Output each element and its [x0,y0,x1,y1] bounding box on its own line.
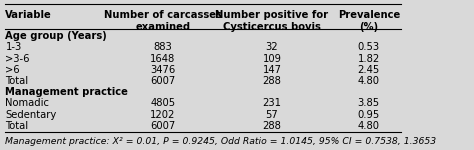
Text: 0.53: 0.53 [358,42,380,52]
Text: Total: Total [5,121,28,131]
Text: 883: 883 [154,42,172,52]
Text: Age group (Years): Age group (Years) [5,31,107,41]
Text: 6007: 6007 [150,76,175,86]
Text: Number positive for
Cysticercus bovis: Number positive for Cysticercus bovis [215,10,328,32]
Text: Management practice: Management practice [5,87,128,97]
Text: Management practice: X² = 0.01, P = 0.9245, Odd Ratio = 1.0145, 95% CI = 0.7538,: Management practice: X² = 0.01, P = 0.92… [5,137,437,146]
Text: 32: 32 [265,42,278,52]
Text: 109: 109 [263,54,282,64]
Text: 4.80: 4.80 [358,121,380,131]
Text: Variable: Variable [5,10,52,20]
Text: 6007: 6007 [150,121,175,131]
Text: 0.95: 0.95 [358,110,380,120]
Text: Total: Total [5,76,28,86]
Text: Nomadic: Nomadic [5,99,49,108]
Text: >3-6: >3-6 [5,54,30,64]
Text: 57: 57 [265,110,278,120]
Text: 1648: 1648 [150,54,175,64]
Text: 1202: 1202 [150,110,175,120]
Text: Prevalence
(%): Prevalence (%) [337,10,400,32]
Text: 1-3: 1-3 [5,42,22,52]
Text: 288: 288 [263,76,282,86]
Text: 231: 231 [263,99,282,108]
Text: 147: 147 [263,65,282,75]
Text: 2.45: 2.45 [358,65,380,75]
Text: 3476: 3476 [150,65,175,75]
Text: Number of carcasses
examined: Number of carcasses examined [104,10,222,32]
Text: Sedentary: Sedentary [5,110,57,120]
Text: 3.85: 3.85 [358,99,380,108]
Text: 4805: 4805 [150,99,175,108]
Text: 288: 288 [263,121,282,131]
Text: >6: >6 [5,65,20,75]
Text: 4.80: 4.80 [358,76,380,86]
Text: 1.82: 1.82 [358,54,380,64]
